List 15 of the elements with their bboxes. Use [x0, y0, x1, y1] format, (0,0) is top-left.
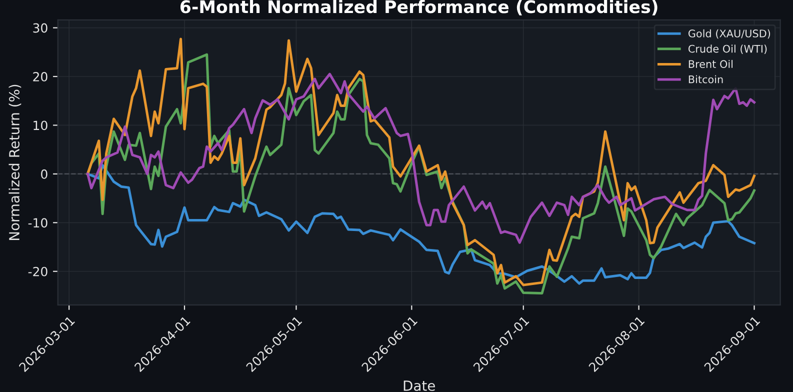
- y-axis-title: Normalized Return (%): [8, 84, 22, 240]
- y-tick-label: 30: [33, 23, 48, 33]
- y-tick-label: 20: [33, 72, 48, 82]
- y-tick-label: -20: [28, 266, 48, 276]
- legend-label: Brent Oil: [688, 60, 733, 68]
- chart-title: 6-Month Normalized Performance (Commodities): [180, 0, 658, 16]
- legend-label: Crude Oil (WTI): [688, 44, 767, 54]
- y-tick-label: 10: [34, 120, 48, 130]
- x-axis-title: Date: [404, 380, 435, 391]
- line-series: [86, 72, 756, 244]
- line-series: [86, 164, 756, 285]
- y-tick-label: -10: [28, 218, 48, 228]
- legend-label: Gold (XAU/USD): [688, 29, 770, 39]
- legend-label: Bitcoin: [688, 75, 723, 84]
- y-tick-label: 0: [41, 169, 48, 179]
